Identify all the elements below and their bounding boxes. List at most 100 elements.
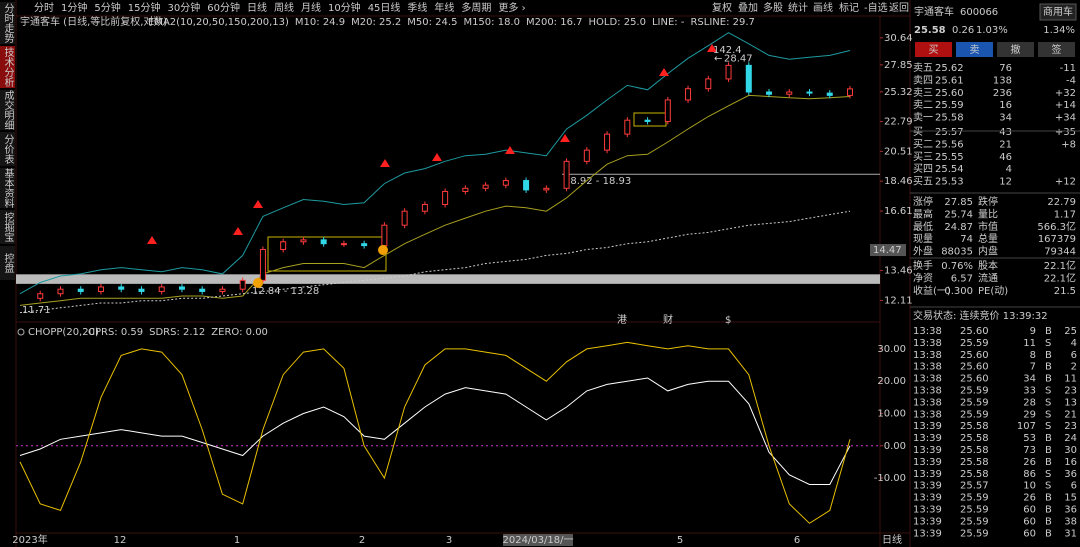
- tool-button[interactable]: -自选: [864, 1, 888, 14]
- trade-count: 15: [1064, 493, 1077, 504]
- period-button[interactable]: 45日线: [368, 1, 401, 14]
- tab-bg[interactable]: [0, 168, 15, 208]
- period-button[interactable]: 日线: [247, 1, 267, 14]
- period-button[interactable]: 1分钟: [61, 1, 87, 14]
- left-tab[interactable]: 技术分析: [2, 46, 14, 88]
- left-tab[interactable]: 控盘: [2, 252, 14, 273]
- period-button[interactable]: 10分钟: [328, 1, 361, 14]
- period-button[interactable]: 周线: [274, 1, 294, 14]
- signal-triangle: [432, 153, 442, 161]
- x-tick-label: 1: [234, 535, 240, 546]
- stat-label: 跌停: [978, 195, 998, 208]
- tab-bg[interactable]: [0, 246, 15, 280]
- trade-time: 13:39: [913, 433, 942, 444]
- candle-body: [806, 91, 813, 94]
- tab-bg[interactable]: [0, 210, 15, 244]
- left-tab[interactable]: 成交明细: [2, 90, 14, 130]
- tab-bg[interactable]: [0, 2, 15, 44]
- trade-volume: 33: [1023, 386, 1036, 397]
- trade-price: 25.59: [960, 516, 989, 527]
- tab-bg[interactable]: [0, 90, 15, 130]
- candle-body: [847, 88, 853, 96]
- candle-body: [502, 180, 509, 186]
- signal-triangle: [560, 134, 570, 142]
- sector-box[interactable]: [1039, 3, 1077, 21]
- trade-side: S: [1045, 421, 1051, 432]
- trade-volume: 86: [1023, 469, 1036, 480]
- candle-body: [442, 190, 449, 205]
- period-button[interactable]: 60分钟: [207, 1, 240, 14]
- tool-button[interactable]: 多股: [763, 1, 783, 14]
- x-tick-label: 6: [794, 535, 800, 546]
- ob-price: 25.55: [935, 152, 964, 163]
- stat-value: 22.1亿: [1044, 271, 1076, 284]
- y-tick-label: 13.46: [884, 266, 913, 277]
- tab-bg[interactable]: [0, 132, 15, 166]
- candle-body: [300, 239, 307, 243]
- action-label[interactable]: 签: [1052, 43, 1062, 56]
- event-marker: 财: [663, 313, 673, 326]
- candle-body: [766, 91, 773, 95]
- ob-change: -11: [1060, 63, 1076, 74]
- tool-button[interactable]: 标记: [839, 2, 859, 14]
- tool-button[interactable]: 画线: [813, 1, 833, 14]
- y-tick-label: -10.00: [874, 473, 906, 484]
- trade-side: B: [1045, 516, 1052, 527]
- stat-value: 22.79: [1047, 197, 1076, 208]
- left-tab[interactable]: 分价表: [2, 134, 14, 165]
- period-button[interactable]: 分时: [34, 2, 54, 14]
- stat-label: 最低: [913, 220, 933, 233]
- trade-price: 25.58: [960, 469, 989, 480]
- tool-button[interactable]: 返回: [889, 2, 909, 14]
- action-button[interactable]: [956, 42, 993, 57]
- ob-label: 卖二: [913, 99, 933, 111]
- ob-change: +32: [1055, 88, 1076, 99]
- action-button[interactable]: [997, 42, 1034, 57]
- y-tick-label: 0.00: [884, 441, 906, 452]
- trade-volume: 11: [1023, 338, 1036, 349]
- action-label[interactable]: 买: [929, 44, 939, 56]
- period-button[interactable]: 多周期: [461, 1, 491, 14]
- period-button[interactable]: 年线: [434, 1, 454, 14]
- period-button[interactable]: 季线: [407, 1, 427, 14]
- period-button[interactable]: 15分钟: [128, 1, 161, 14]
- signal-circle: [253, 278, 263, 288]
- sector[interactable]: 商用车: [1043, 5, 1073, 18]
- left-tab[interactable]: 分时走势: [2, 3, 14, 44]
- tool-button[interactable]: 统计: [788, 1, 808, 14]
- tool-button[interactable]: 复权: [712, 1, 732, 14]
- legend-item: EMA2(10,20,50,150,200,13): [148, 17, 289, 28]
- candle-body: [664, 99, 671, 122]
- left-tab[interactable]: 基本资料: [2, 167, 14, 209]
- action-label[interactable]: 撤: [1011, 43, 1021, 56]
- y-tick-label: 22.79: [884, 117, 913, 128]
- ob-price: 25.56: [935, 139, 964, 150]
- trade-side: B: [1045, 457, 1052, 468]
- period-button[interactable]: 月线: [301, 1, 321, 14]
- trade-time: 13:39: [913, 516, 942, 527]
- candle-body: [624, 119, 631, 135]
- trade-volume: 29: [1023, 409, 1036, 420]
- action-label[interactable]: 卖: [970, 44, 980, 56]
- action-button[interactable]: [915, 42, 952, 57]
- tab-bg[interactable]: [0, 46, 15, 88]
- ob-change: +12: [1055, 177, 1076, 188]
- x-tick-label: 2024/03/18/一: [502, 535, 573, 546]
- period-button[interactable]: 更多 ›: [498, 1, 525, 14]
- ob-price: 25.54: [935, 164, 964, 175]
- left-tab[interactable]: 挖掘宝: [2, 211, 14, 242]
- trade-side: S: [1045, 386, 1051, 397]
- action-button[interactable]: [1038, 42, 1075, 57]
- stat-value: 21.5: [1054, 286, 1076, 297]
- candle-body: [462, 187, 469, 192]
- candle-body: [340, 243, 347, 246]
- candle-body: [401, 210, 408, 226]
- legend-item: M50: 24.5: [407, 17, 457, 28]
- trade-count: 23: [1064, 421, 1077, 432]
- period-button[interactable]: 30分钟: [167, 1, 200, 14]
- period-button[interactable]: 5分钟: [94, 1, 120, 14]
- signal-triangle: [707, 44, 717, 52]
- stat-label: 股本: [978, 259, 998, 272]
- trade-price: 25.58: [960, 457, 989, 468]
- tool-button[interactable]: 叠加: [738, 2, 758, 14]
